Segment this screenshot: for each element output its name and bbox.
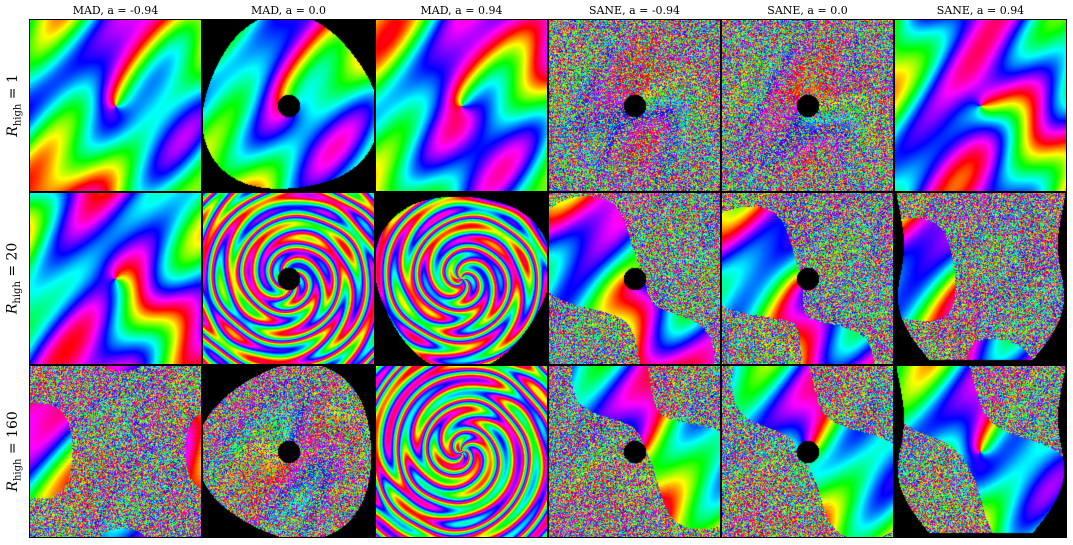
row-label: Rhigh = 1 bbox=[4, 74, 24, 137]
polarization-map-panel bbox=[375, 365, 548, 538]
polarization-map-image bbox=[895, 20, 1066, 191]
polarization-map-image bbox=[30, 20, 201, 191]
column-title: SANE, a = 0.0 bbox=[767, 4, 848, 17]
polarization-map-panel bbox=[375, 192, 548, 365]
polarization-map-image bbox=[30, 366, 201, 537]
polarization-map-panel bbox=[202, 192, 375, 365]
column-title: SANE, a = 0.94 bbox=[936, 4, 1025, 17]
column-title: MAD, a = 0.94 bbox=[420, 4, 503, 17]
polarization-map-image bbox=[376, 366, 547, 537]
polarization-map-image bbox=[203, 20, 374, 191]
polarization-map-image bbox=[722, 366, 893, 537]
polarization-map-panel bbox=[894, 192, 1067, 365]
polarization-map-panel bbox=[548, 365, 721, 538]
polarization-map-panel bbox=[29, 19, 202, 192]
polarization-map-image bbox=[203, 366, 374, 537]
polarization-map-panel bbox=[894, 19, 1067, 192]
polarization-map-image bbox=[376, 20, 547, 191]
polarization-map-panel bbox=[721, 365, 894, 538]
polarization-map-image bbox=[722, 20, 893, 191]
polarization-map-image bbox=[549, 20, 720, 191]
column-title: MAD, a = 0.0 bbox=[251, 4, 326, 17]
polarization-map-panel bbox=[548, 19, 721, 192]
polarization-map-image bbox=[376, 193, 547, 364]
polarization-map-panel bbox=[894, 365, 1067, 538]
column-title: MAD, a = -0.94 bbox=[72, 4, 159, 17]
polarization-map-panel bbox=[548, 192, 721, 365]
polarization-map-image bbox=[549, 366, 720, 537]
polarization-map-panel bbox=[29, 192, 202, 365]
polarization-map-image bbox=[895, 193, 1066, 364]
polarization-map-panel bbox=[375, 19, 548, 192]
polarization-map-image bbox=[722, 193, 893, 364]
polarization-map-image bbox=[549, 193, 720, 364]
polarization-map-panel bbox=[202, 19, 375, 192]
polarization-map-panel bbox=[202, 365, 375, 538]
row-label: Rhigh = 20 bbox=[4, 242, 24, 315]
polarization-map-image bbox=[30, 193, 201, 364]
column-title: SANE, a = -0.94 bbox=[588, 4, 681, 17]
polarization-map-panel bbox=[721, 19, 894, 192]
polarization-map-panel bbox=[29, 365, 202, 538]
polarization-map-image bbox=[203, 193, 374, 364]
polarization-map-image bbox=[895, 366, 1066, 537]
polarization-map-panel bbox=[721, 192, 894, 365]
row-label: Rhigh = 160 bbox=[4, 411, 24, 492]
